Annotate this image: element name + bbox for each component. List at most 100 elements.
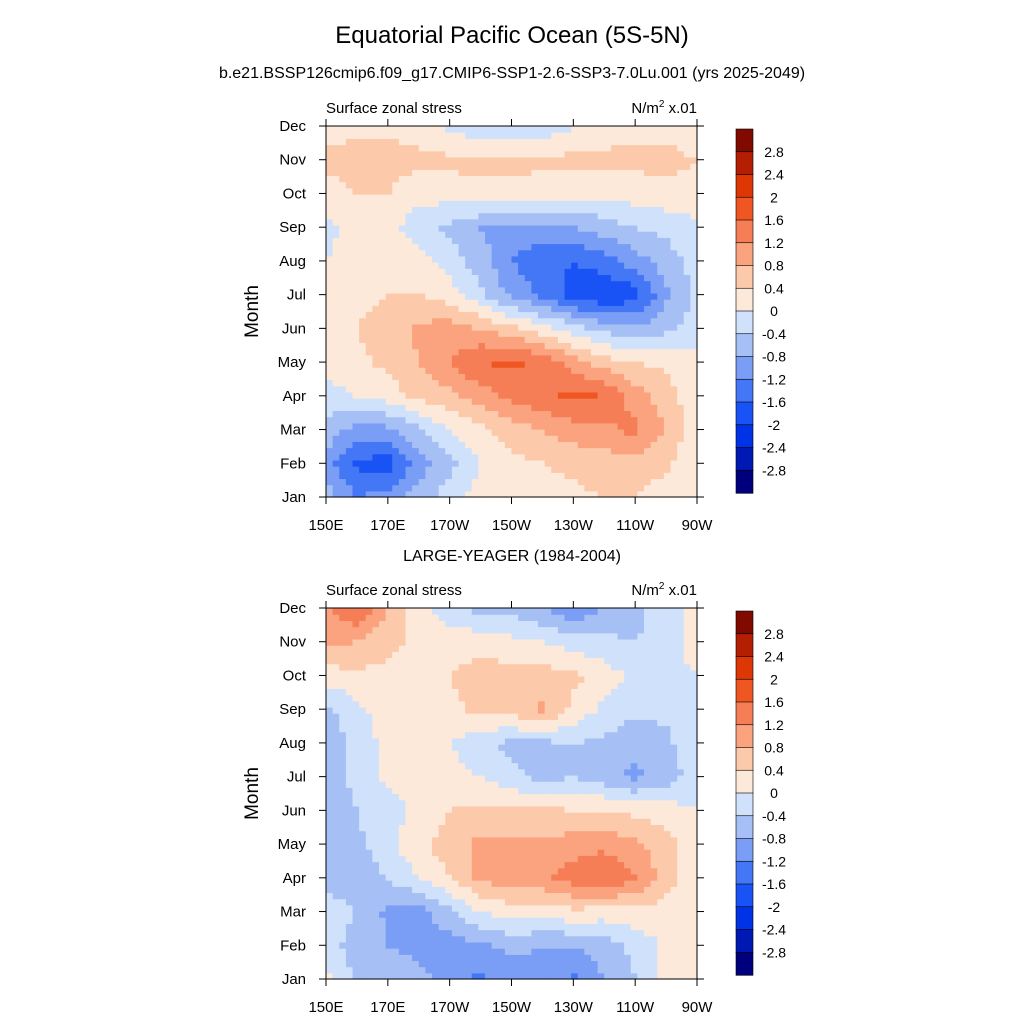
heatmap-cell: [498, 466, 506, 473]
heatmap-cell: [597, 898, 605, 906]
heatmap-cell: [392, 299, 400, 306]
heatmap-cell: [398, 880, 407, 887]
heatmap-cell: [564, 163, 572, 170]
heatmap-cell: [524, 410, 532, 418]
heatmap-cell: [531, 453, 539, 461]
heatmap-cell: [683, 126, 691, 133]
heatmap-cell: [624, 917, 632, 924]
heatmap-cell: [498, 156, 506, 164]
heatmap-cell: [524, 478, 532, 486]
heatmap-cell: [432, 472, 440, 480]
heatmap-cell: [511, 861, 519, 869]
heatmap-cell: [412, 929, 420, 937]
heatmap-cell: [372, 898, 380, 906]
heatmap-cell: [670, 398, 678, 405]
heatmap-cell: [544, 323, 552, 331]
heatmap-cell: [538, 886, 546, 894]
heatmap-cell: [491, 367, 499, 374]
heatmap-cell: [571, 478, 579, 486]
heatmap-cell: [478, 163, 486, 170]
heatmap-cell: [557, 484, 566, 492]
heatmap-cell: [557, 132, 566, 139]
heatmap-cell: [524, 422, 532, 430]
heatmap-cell: [339, 873, 347, 881]
heatmap-cell: [677, 453, 685, 461]
heatmap-cell: [663, 923, 672, 931]
heatmap-cell: [418, 923, 426, 931]
heatmap-cell: [630, 972, 638, 980]
heatmap-cell: [392, 156, 400, 164]
heatmap-cell: [432, 812, 440, 819]
heatmap-cell: [617, 867, 625, 875]
heatmap-cell: [557, 305, 566, 313]
heatmap-cell: [630, 892, 638, 900]
heatmap-cell: [432, 391, 440, 399]
heatmap-cell: [332, 286, 340, 294]
heatmap-cell: [478, 292, 486, 300]
heatmap-cell: [332, 484, 340, 492]
heatmap-cell: [379, 156, 387, 164]
heatmap-cell: [518, 472, 526, 480]
heatmap-cell: [511, 292, 519, 300]
heatmap-cell: [438, 836, 446, 844]
heatmap-cell: [385, 453, 393, 461]
heatmap-cell: [392, 892, 400, 900]
heatmap-cell: [392, 435, 400, 442]
heatmap-cell: [690, 187, 698, 195]
heatmap-cell: [690, 404, 698, 412]
heatmap-cell: [657, 478, 665, 486]
heatmap-cell: [438, 138, 446, 146]
heatmap-cell: [564, 391, 572, 399]
heatmap-cell: [538, 323, 546, 331]
heatmap-cell: [531, 422, 539, 430]
heatmap-cell: [451, 292, 460, 300]
heatmap-cell: [359, 274, 367, 282]
heatmap-cell: [677, 323, 685, 331]
heatmap-cell: [425, 855, 433, 863]
heatmap-cell: [604, 923, 612, 931]
heatmap-cell: [332, 224, 340, 232]
heatmap-cell: [637, 144, 645, 152]
heatmap-cell: [551, 972, 559, 980]
heatmap-cell: [379, 311, 387, 319]
heatmap-cell: [432, 880, 440, 887]
heatmap-cell: [531, 385, 539, 393]
heatmap-cell: [564, 910, 572, 918]
heatmap-cell: [504, 255, 513, 263]
heatmap-cell: [524, 311, 532, 319]
heatmap-cell: [412, 330, 420, 337]
heatmap-cell: [538, 163, 546, 170]
heatmap-cell: [432, 836, 440, 844]
heatmap-cell: [557, 466, 566, 473]
heatmap-cell: [451, 305, 460, 313]
heatmap-cell: [398, 187, 407, 195]
heatmap-cell: [392, 447, 400, 455]
heatmap-cell: [657, 126, 665, 133]
heatmap-cell: [498, 398, 506, 405]
heatmap-cell: [670, 317, 678, 325]
heatmap-cell: [478, 484, 486, 492]
heatmap-cell: [412, 138, 420, 146]
heatmap-cell: [398, 898, 407, 906]
heatmap-cell: [683, 286, 691, 294]
heatmap-cell: [445, 966, 453, 974]
heatmap-cell: [650, 929, 658, 937]
heatmap-cell: [465, 156, 473, 164]
heatmap-cell: [690, 126, 698, 133]
heatmap-cell: [504, 910, 513, 918]
heatmap-cell: [690, 323, 698, 331]
heatmap-cell: [670, 138, 678, 146]
heatmap-cell: [412, 286, 420, 294]
heatmap-cell: [597, 280, 605, 288]
heatmap-cell: [451, 836, 460, 844]
heatmap-cell: [412, 472, 420, 480]
heatmap-cell: [372, 330, 380, 337]
heatmap-cell: [630, 849, 638, 856]
heatmap-cell: [531, 262, 539, 269]
heatmap-cell: [610, 910, 619, 918]
heatmap-cell: [557, 898, 566, 906]
heatmap-cell: [577, 873, 585, 881]
heatmap-cell: [683, 144, 691, 152]
heatmap-cell: [584, 163, 592, 170]
heatmap-cell: [538, 175, 546, 183]
